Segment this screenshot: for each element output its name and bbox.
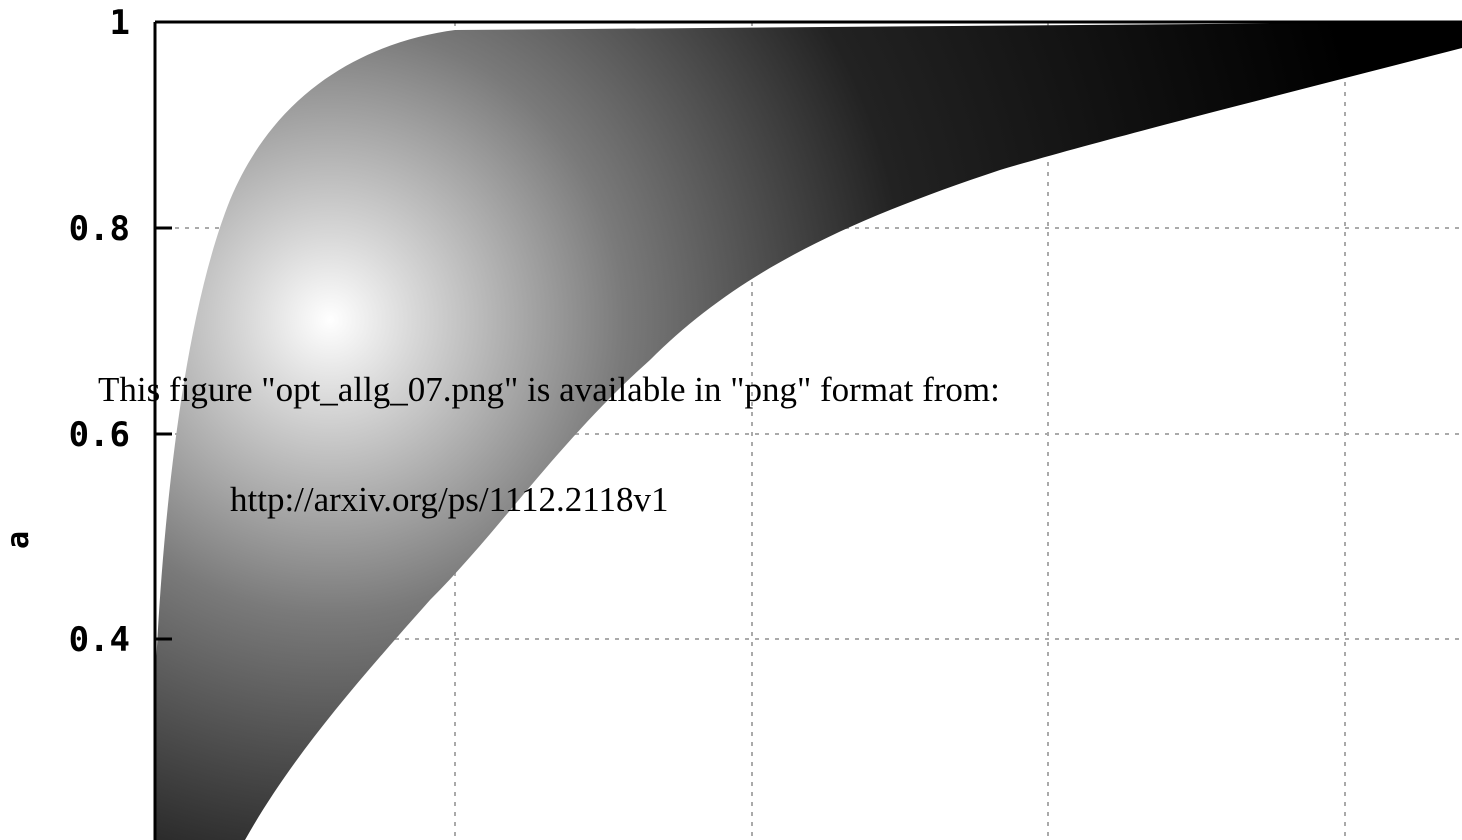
axes [153, 20, 1462, 840]
y-tick-label: 0.4 [69, 620, 130, 660]
y-ticks [155, 226, 172, 641]
y-tick-label: 0.8 [69, 209, 130, 249]
y-tick-label: 1 [110, 3, 130, 43]
shaded-region [155, 22, 1462, 840]
source-url[interactable]: http://arxiv.org/ps/1112.2118v1 [230, 480, 669, 519]
y-tick-label: 0.6 [69, 415, 130, 455]
y-axis-label: a [1, 531, 36, 549]
availability-notice: This figure "opt_allg_07.png" is availab… [98, 370, 1000, 409]
